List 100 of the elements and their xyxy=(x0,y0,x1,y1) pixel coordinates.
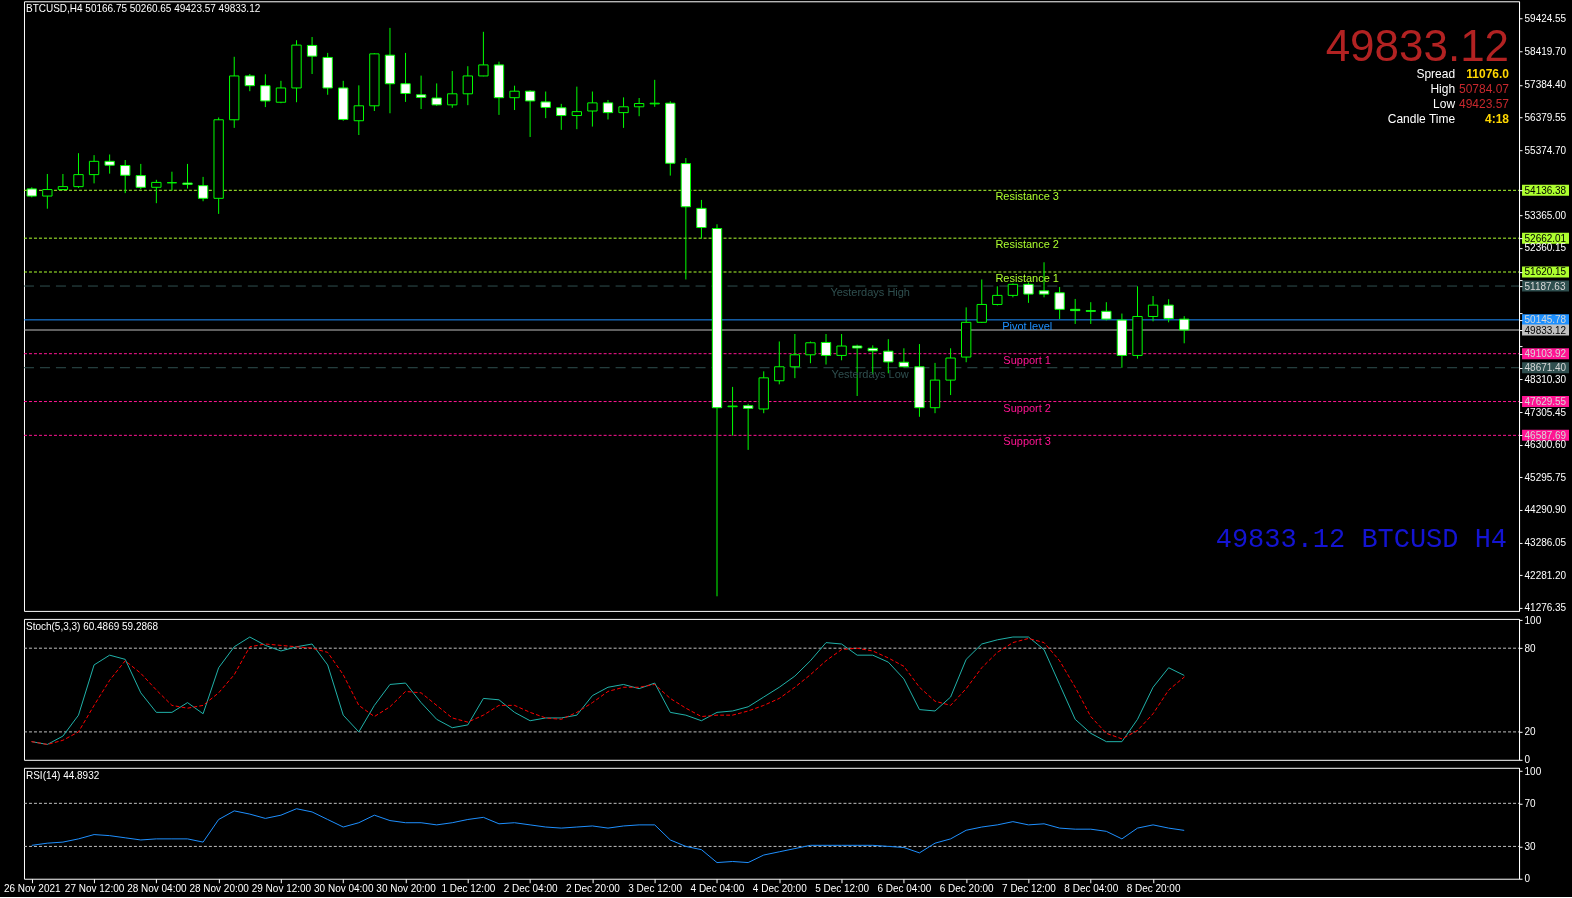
x-tick-label: 8 Dec 20:00 xyxy=(1126,883,1181,895)
candlestick xyxy=(976,278,987,324)
x-tick-label: 4 Dec 04:00 xyxy=(690,883,745,895)
candlestick xyxy=(774,340,785,385)
y-tick-label: 52662.01 xyxy=(1524,232,1567,244)
annotation: 11076.0 xyxy=(1466,67,1510,82)
y-tick-label: 55374.70 xyxy=(1524,144,1567,156)
candlestick xyxy=(42,173,53,210)
y-tick-label: 53365.00 xyxy=(1524,209,1567,221)
candlestick xyxy=(1163,298,1174,323)
ref-line-label: Resistance 2 xyxy=(995,238,1059,251)
y-tick-label: 42281.20 xyxy=(1524,569,1567,581)
y-tick-label: 48310.30 xyxy=(1524,373,1567,385)
annotation: Candle Time xyxy=(1387,112,1456,127)
x-tick-label: 8 Dec 04:00 xyxy=(1064,883,1119,895)
ref-line-label: Support 2 xyxy=(1003,401,1051,414)
y-tick-label: 45295.75 xyxy=(1524,471,1567,483)
y-tick-label: 46300.60 xyxy=(1524,439,1567,451)
candlestick xyxy=(571,86,583,130)
candlestick xyxy=(415,75,427,110)
candlestick xyxy=(462,65,473,106)
line-series xyxy=(31,808,1185,864)
candlestick xyxy=(649,79,660,108)
x-tick-label: 28 Nov 04:00 xyxy=(127,883,187,895)
y-tick-label: 30 xyxy=(1524,840,1537,852)
y-tick-label: 49833.12 xyxy=(1524,324,1567,336)
candlestick xyxy=(945,347,956,396)
x-tick-label: 28 Nov 20:00 xyxy=(189,883,250,895)
x-tick-label: 5 Dec 12:00 xyxy=(815,883,870,895)
candlestick xyxy=(602,99,614,120)
candlestick xyxy=(696,199,707,240)
ref-line-label: Support 1 xyxy=(1003,353,1051,366)
y-tick-label: 47629.55 xyxy=(1524,396,1567,408)
candlestick xyxy=(540,91,551,119)
candlestick xyxy=(57,173,69,192)
y-tick-label: 59424.55 xyxy=(1524,13,1567,25)
x-tick-label: 29 Nov 12:00 xyxy=(251,883,312,895)
candlestick xyxy=(166,171,178,192)
y-tick-label: 46587.69 xyxy=(1524,429,1567,441)
y-tick-label: 56379.55 xyxy=(1524,112,1567,124)
y-tick-label: 58419.70 xyxy=(1524,45,1567,57)
y-tick-label: 70 xyxy=(1524,797,1537,809)
chart-title: RSI(14) 44.8932 xyxy=(25,769,100,781)
candlestick xyxy=(742,403,754,451)
candlestick xyxy=(633,97,645,117)
annotation: 49833.12 BTCUSD H4 xyxy=(1215,524,1508,555)
y-tick-label: 51187.63 xyxy=(1524,280,1566,292)
candlestick xyxy=(820,333,832,366)
candlestick xyxy=(88,154,100,184)
y-tick-label: 80 xyxy=(1524,642,1537,654)
y-tick-label: 20 xyxy=(1524,726,1537,738)
annotation: High xyxy=(1430,82,1456,97)
candlestick xyxy=(587,91,598,128)
x-tick-label: 2 Dec 20:00 xyxy=(565,883,621,895)
x-tick-label: 26 Nov 2021 xyxy=(3,883,62,895)
y-tick-label: 54136.38 xyxy=(1524,184,1567,196)
x-tick-label: 4 Dec 20:00 xyxy=(752,883,808,895)
candlestick xyxy=(400,52,411,103)
candlestick xyxy=(1147,295,1159,322)
y-tick-label: 57384.40 xyxy=(1524,79,1567,91)
y-tick-label: 47305.45 xyxy=(1524,406,1567,418)
ref-line-label: Support 3 xyxy=(1003,435,1051,448)
candlestick xyxy=(197,176,209,202)
x-tick-label: 7 Dec 12:00 xyxy=(1002,883,1057,895)
candlestick xyxy=(1070,298,1081,325)
candlestick xyxy=(836,333,847,361)
annotation: 49423.57 xyxy=(1459,97,1510,112)
candlestick xyxy=(182,163,193,190)
y-tick-label: 41276.35 xyxy=(1524,602,1567,614)
y-tick-label: 0 xyxy=(1524,754,1531,766)
candlestick xyxy=(260,73,271,108)
x-tick-label: 2 Dec 04:00 xyxy=(503,883,558,895)
y-tick-label: 51620.15 xyxy=(1524,266,1567,278)
candlestick xyxy=(509,85,520,111)
chart-title: BTCUSD,H4 50166.75 50260.65 49423.57 49833.12 xyxy=(25,3,261,15)
candlestick xyxy=(431,82,442,107)
candlestick xyxy=(618,96,629,129)
y-tick-label: 48671.40 xyxy=(1524,362,1567,374)
candlestick xyxy=(120,159,131,194)
candlestick xyxy=(104,154,115,175)
candlestick xyxy=(151,179,162,204)
y-tick-label: 50145.78 xyxy=(1524,314,1567,326)
x-tick-label: 1 Dec 12:00 xyxy=(441,883,496,895)
candlestick xyxy=(135,163,146,190)
annotation: Spread xyxy=(1416,67,1456,82)
candlestick xyxy=(447,70,458,109)
x-tick-label: 3 Dec 12:00 xyxy=(628,883,683,895)
x-tick-label: 30 Nov 20:00 xyxy=(376,883,437,895)
ref-line-label: Pivot level xyxy=(1002,319,1053,332)
candlestick xyxy=(524,89,536,138)
candlestick xyxy=(789,333,801,379)
y-tick-label: 100 xyxy=(1524,765,1542,777)
candlestick xyxy=(478,31,489,77)
annotation: 50784.07 xyxy=(1459,82,1510,97)
candlestick xyxy=(1085,301,1096,325)
candlestick xyxy=(1179,315,1190,344)
ref-line-label: Resistance 1 xyxy=(995,272,1059,284)
candlestick xyxy=(1054,286,1065,320)
candlestick xyxy=(1023,281,1034,304)
y-tick-label: 49103.92 xyxy=(1524,348,1567,360)
